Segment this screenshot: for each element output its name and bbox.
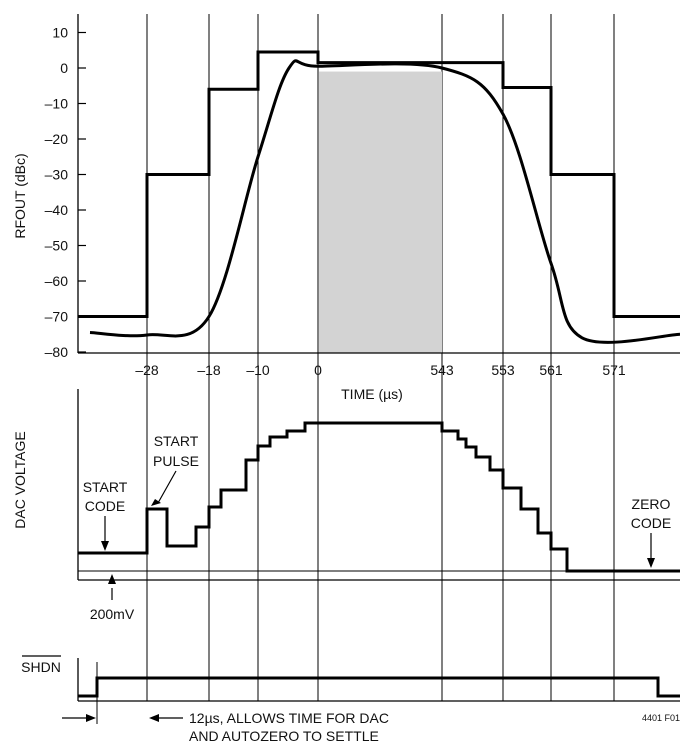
shdn-plot: SHDN 12µs, ALLOWS TIME FOR DAC AND AUTOZ… [21, 655, 680, 744]
x-tick-label: 0 [314, 362, 322, 378]
start-pulse-label-line2: PULSE [153, 453, 199, 469]
y-tick-label: –20 [45, 131, 69, 147]
start-pulse-arrow [157, 470, 177, 504]
dac-plot: DAC VOLTAGE START CODE START PULSE ZERO … [12, 389, 680, 622]
x-tick-label: 571 [602, 362, 626, 378]
start-code-label-line2: CODE [85, 498, 125, 514]
y-tick-label: –60 [45, 273, 69, 289]
rf-output-smooth-curve [89, 59, 680, 344]
shdn-delay-note-line2: AND AUTOZERO TO SETTLE [189, 728, 379, 744]
start-code-label-line1: START [83, 479, 128, 495]
y-axis-ticks: 10 0 –10 –20 –30 –40 –50 –60 –70 –80 [45, 25, 86, 360]
y-tick-label: 0 [60, 60, 68, 76]
y-tick-label: 10 [52, 25, 68, 41]
y-tick-label: –80 [45, 344, 69, 360]
x-tick-label: –18 [197, 362, 221, 378]
y-tick-label: –10 [45, 96, 69, 112]
zero-code-label-line2: CODE [631, 515, 671, 531]
shdn-label: SHDN [21, 659, 61, 675]
zero-code-label-line1: ZERO [632, 496, 671, 512]
x-tick-label: –28 [135, 362, 159, 378]
top-plot: 10 0 –10 –20 –30 –40 –50 –60 –70 –80 –28 –18 –10 0 54… [12, 14, 680, 402]
x-axis-ticks: –28 –18 –10 0 543 553 561 571 [135, 362, 626, 378]
start-pulse-label-line1: START [154, 433, 199, 449]
shdn-delay-right-arrowhead [149, 714, 159, 722]
start-code-arrowhead [101, 541, 109, 551]
x-tick-label: 561 [539, 362, 563, 378]
y-tick-label: –70 [45, 309, 69, 325]
shdn-delay-left-arrowhead [86, 714, 96, 722]
zero-code-arrowhead [647, 558, 655, 568]
x-tick-label: 553 [491, 362, 515, 378]
y-tick-label: –30 [45, 167, 69, 183]
dac-voltage-staircase [78, 421, 680, 573]
figure-code: 4401 F01 [642, 713, 680, 723]
y-tick-label: –40 [45, 202, 69, 218]
rf-power-step-envelope [78, 50, 680, 318]
level-200mv-arrowhead [108, 574, 116, 584]
shaded-settled-region [319, 71, 442, 354]
x-tick-label: 543 [430, 362, 454, 378]
shdn-delay-note-line1: 12µs, ALLOWS TIME FOR DAC [189, 710, 389, 726]
x-tick-label: –10 [246, 362, 270, 378]
x-axis-title: TIME (µs) [341, 386, 403, 402]
y-axis-title: RFOUT (dBc) [12, 153, 28, 238]
shdn-signal-trace [78, 676, 680, 698]
y-tick-label: –50 [45, 238, 69, 254]
start-pulse-arrowhead [151, 499, 161, 506]
level-200mv-label: 200mV [90, 606, 135, 622]
dac-axis-title: DAC VOLTAGE [12, 431, 28, 529]
